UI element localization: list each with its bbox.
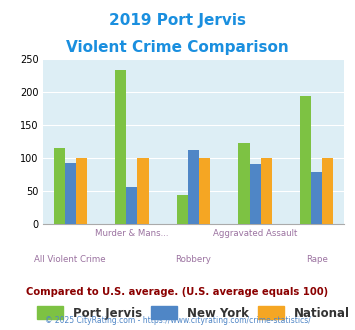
Bar: [261, 158, 272, 224]
Text: Rape: Rape: [306, 255, 328, 264]
Bar: [65, 163, 76, 224]
Text: 2019 Port Jervis: 2019 Port Jervis: [109, 13, 246, 28]
Text: Compared to U.S. average. (U.S. average equals 100): Compared to U.S. average. (U.S. average …: [26, 287, 329, 297]
Text: Robbery: Robbery: [175, 255, 212, 264]
Text: All Violent Crime: All Violent Crime: [34, 255, 106, 264]
Bar: [137, 158, 148, 224]
Bar: [188, 150, 199, 224]
Bar: [322, 158, 333, 224]
Bar: [76, 158, 87, 224]
Bar: [126, 187, 137, 224]
Text: © 2025 CityRating.com - https://www.cityrating.com/crime-statistics/: © 2025 CityRating.com - https://www.city…: [45, 315, 310, 325]
Bar: [199, 158, 210, 224]
Bar: [239, 143, 250, 224]
Text: Violent Crime Comparison: Violent Crime Comparison: [66, 40, 289, 54]
Bar: [300, 96, 311, 224]
Bar: [177, 195, 188, 224]
Bar: [54, 148, 65, 224]
Legend: Port Jervis, New York, National: Port Jervis, New York, National: [37, 306, 350, 319]
Bar: [250, 164, 261, 224]
Bar: [115, 70, 126, 224]
Bar: [311, 172, 322, 224]
